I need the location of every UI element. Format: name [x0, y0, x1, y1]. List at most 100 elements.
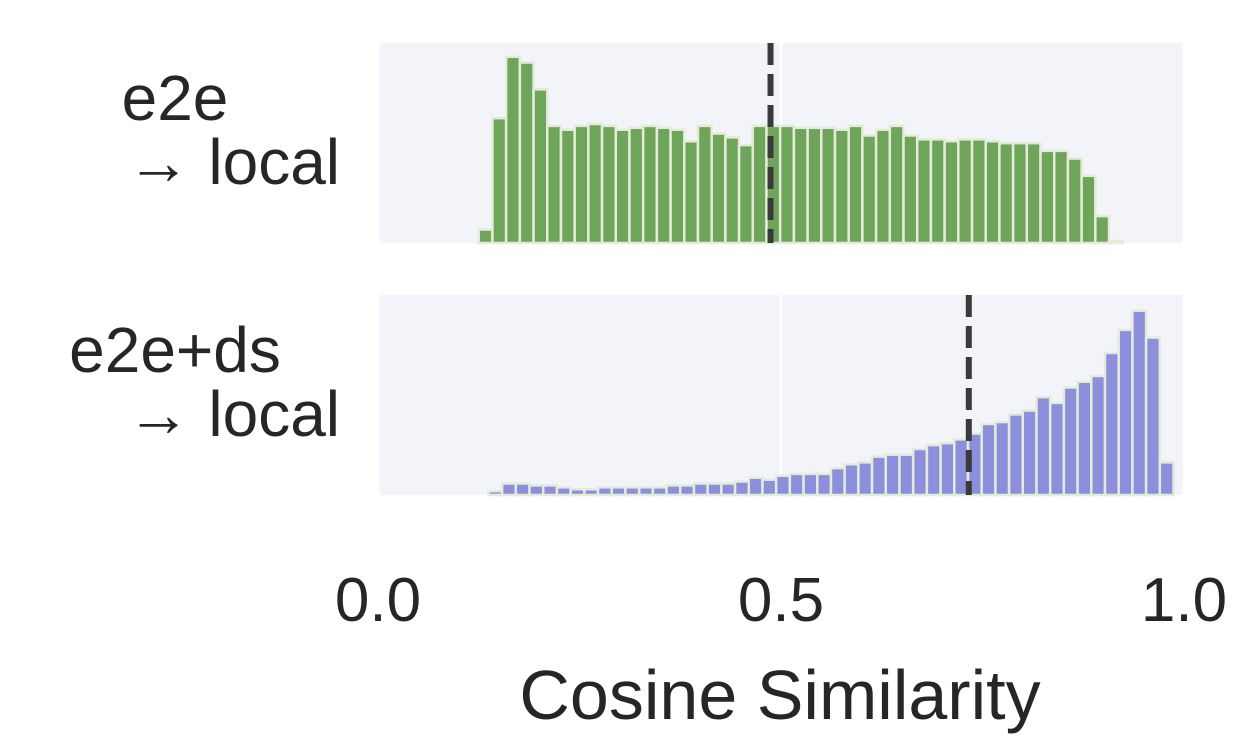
histogram-bar-e2e	[970, 138, 987, 245]
histogram-bar-e2e-ds	[500, 482, 518, 497]
histogram-bar-e2e-ds	[1007, 413, 1025, 497]
histogram-bar-e2e-ds	[843, 463, 860, 497]
histogram-bar-e2e-ds	[994, 420, 1011, 497]
histogram-bar-e2e-ds	[706, 482, 723, 497]
histogram-bar-e2e-ds	[747, 476, 764, 497]
histogram-bar-e2e-ds	[816, 472, 833, 497]
histogram-bar-e2e-ds	[610, 486, 627, 497]
histogram-bar-e2e	[1066, 157, 1083, 245]
histogram-bar-e2e	[943, 139, 960, 245]
histogram-bar-e2e	[778, 124, 796, 245]
panel-label-e2e-line1: e2e	[121, 62, 229, 134]
histogram-bar-e2e	[532, 88, 549, 245]
histogram-bar-e2e	[710, 132, 727, 245]
histogram-bar-e2e-ds	[733, 480, 751, 497]
x-axis-title: Cosine Similarity	[519, 656, 1041, 734]
panel-e2e-ds	[376, 295, 1186, 497]
histogram-bar-e2e-ds	[980, 422, 997, 497]
histogram-bar-e2e-ds	[1048, 401, 1066, 497]
histogram-bar-e2e	[504, 55, 522, 245]
panel-label-e2e-line2: → local	[126, 126, 340, 198]
histogram-bar-e2e-ds	[692, 482, 709, 497]
histogram-bar-e2e-ds	[637, 486, 655, 497]
panel-e2e	[376, 43, 1186, 245]
histogram-bar-e2e	[874, 128, 892, 245]
histogram-bar-e2e-ds	[624, 486, 641, 497]
histogram-bar-e2e	[833, 128, 850, 245]
histogram-bar-e2e	[984, 139, 1001, 245]
histogram-bar-e2e-ds	[1158, 461, 1175, 497]
histogram-bar-e2e	[587, 122, 604, 245]
histogram-bar-e2e	[847, 124, 864, 245]
x-tick-label-1: 0.5	[737, 566, 825, 635]
histogram-bar-e2e-ds	[583, 487, 600, 497]
histogram-bar-e2e	[628, 126, 645, 245]
histogram-bar-e2e-ds	[1035, 395, 1052, 497]
histogram-bar-e2e-ds	[870, 455, 888, 497]
histogram-bar-e2e-ds	[788, 472, 805, 497]
histogram-bar-e2e	[491, 116, 508, 245]
histogram-bar-e2e	[477, 228, 494, 245]
histogram-bar-e2e	[737, 143, 755, 245]
histogram-bar-e2e-ds	[1076, 380, 1093, 497]
histogram-bar-e2e-ds	[911, 447, 929, 497]
histogram-bar-e2e-ds	[541, 484, 559, 497]
histogram-bar-e2e	[614, 128, 631, 245]
histogram-bar-e2e	[888, 124, 905, 245]
histogram-bar-e2e	[902, 134, 919, 245]
histogram-bar-e2e	[1052, 149, 1070, 245]
histogram-bar-e2e	[1025, 141, 1042, 245]
x-tick-label-2: 1.0	[1140, 566, 1228, 635]
histogram-bar-e2e-ds	[1062, 386, 1079, 497]
histogram-bar-e2e	[1094, 214, 1111, 245]
histogram-bar-e2e-ds	[761, 478, 778, 497]
histogram-bar-e2e	[1080, 174, 1097, 245]
histogram-bar-e2e-ds	[1144, 336, 1162, 497]
histogram-bar-e2e-ds	[528, 484, 545, 497]
histogram-bar-e2e	[669, 128, 686, 245]
panel-label-e2e-ds-line2: → local	[126, 378, 340, 450]
histogram-bar-e2e-ds	[939, 441, 956, 497]
histogram-bar-e2e	[559, 128, 576, 245]
histogram-bar-e2e	[683, 139, 700, 245]
histogram-bar-e2e-ds	[487, 489, 504, 497]
histogram-bar-e2e	[696, 124, 713, 245]
histogram-bar-e2e-ds	[898, 453, 915, 497]
histogram-bar-e2e	[655, 126, 672, 245]
histogram-bar-e2e-ds	[569, 487, 586, 497]
histogram-bar-e2e-ds	[596, 486, 613, 497]
x-tick-label-0: 0.0	[334, 566, 422, 635]
histogram-bar-e2e	[641, 124, 659, 245]
histogram-bar-e2e-ds	[651, 486, 668, 497]
panel-label-e2e-ds: e2e+ds → local	[10, 318, 340, 446]
histogram-bar-e2e	[724, 136, 741, 245]
histogram-bar-e2e-ds	[555, 486, 572, 497]
histogram-bar-e2e	[573, 124, 590, 245]
histogram-bar-e2e	[792, 126, 809, 245]
histogram-bar-e2e	[600, 124, 618, 245]
histogram-bar-e2e-ds	[720, 482, 737, 497]
histogram-bar-e2e	[861, 134, 878, 245]
histogram-bar-e2e-ds	[829, 466, 846, 497]
histogram-bar-e2e-ds	[925, 443, 942, 497]
histogram-bar-e2e-ds	[1021, 409, 1038, 497]
histogram-bar-e2e-ds	[1117, 328, 1134, 497]
panel-label-e2e: e2e → local	[10, 66, 340, 194]
histogram-bar-e2e	[518, 61, 535, 245]
histogram-bar-e2e	[1107, 239, 1124, 245]
histogram-bar-e2e-ds	[857, 461, 874, 497]
histogram-bar-e2e-ds	[1090, 374, 1107, 497]
histogram-bar-e2e	[806, 126, 823, 245]
histogram-bar-e2e	[1039, 149, 1056, 245]
histogram-bar-e2e-ds	[802, 472, 819, 497]
histogram-bar-e2e	[957, 138, 974, 245]
histogram-bar-e2e	[820, 126, 837, 245]
histogram-bar-e2e	[1011, 141, 1029, 245]
histogram-bar-e2e	[546, 124, 563, 245]
histogram-bar-e2e-ds	[679, 484, 696, 497]
histogram-bar-e2e-ds	[884, 453, 901, 497]
histogram-bar-e2e	[929, 138, 946, 245]
histogram-bar-e2e	[751, 124, 768, 245]
histogram-bar-e2e-ds	[665, 484, 682, 497]
